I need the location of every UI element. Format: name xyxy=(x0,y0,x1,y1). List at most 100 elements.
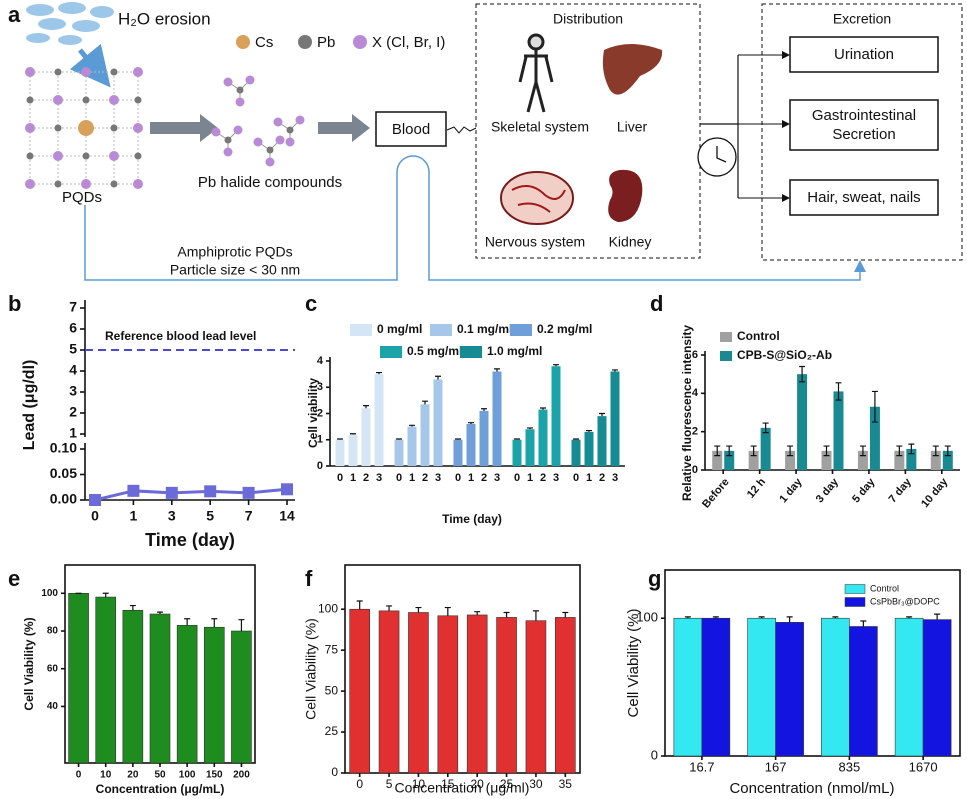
bar xyxy=(701,617,731,757)
error-bar xyxy=(363,405,369,409)
y-tick-label: 6 xyxy=(692,349,698,361)
pb-atom xyxy=(110,124,118,132)
error-bar xyxy=(599,412,605,417)
box xyxy=(789,99,939,151)
x-atom xyxy=(25,67,35,77)
y-tick-label: 100 xyxy=(41,588,58,599)
data-point xyxy=(127,484,140,497)
bar xyxy=(610,371,620,466)
y-tick-label: 0 xyxy=(317,460,323,472)
legend-label: X (Cl, Br, I) xyxy=(372,34,445,51)
bar xyxy=(821,617,850,757)
bar xyxy=(584,431,594,466)
y-tick-label: 4 xyxy=(692,387,699,399)
label: Excretion xyxy=(833,11,891,27)
bar xyxy=(747,617,776,757)
legend-dot xyxy=(353,35,367,49)
error-bar xyxy=(586,429,592,432)
x-atom xyxy=(133,179,143,189)
x-axis-label: Concentration (μg/ml) xyxy=(395,780,530,796)
box xyxy=(789,36,939,73)
label: Particle size < 30 nm xyxy=(170,262,300,278)
label: Skeletal system xyxy=(491,119,589,135)
bar xyxy=(394,439,404,466)
bar xyxy=(922,619,952,757)
x-tick-label: 7 xyxy=(245,508,253,524)
x-atom xyxy=(223,77,233,87)
bar xyxy=(555,617,576,774)
data-point xyxy=(242,486,255,499)
x-axis-label: Time (day) xyxy=(442,512,502,526)
x-atom xyxy=(81,67,91,77)
error-bar xyxy=(356,600,363,610)
distribution-box xyxy=(475,3,701,259)
legend-label: Control xyxy=(870,583,899,593)
box xyxy=(789,179,939,216)
x-tick-label: 2 xyxy=(540,472,546,484)
error-bar xyxy=(337,438,343,440)
pb-atom xyxy=(224,136,232,144)
chart: 0 100 16.7 167 835 1670 Concentration (nmol/mL… xyxy=(625,569,961,797)
bar xyxy=(374,374,384,466)
y-tick-label: 1 xyxy=(317,434,323,446)
y-axis-label: Cell Viability (%) xyxy=(303,618,319,720)
pb-atom xyxy=(82,152,90,160)
x-atom xyxy=(275,135,285,145)
label: Hair, sweat, nails xyxy=(807,189,920,206)
error-bar xyxy=(758,616,765,619)
error-bar xyxy=(573,438,579,440)
x-tick-label: 835 xyxy=(839,759,861,774)
x-atom xyxy=(109,151,119,161)
bar xyxy=(378,610,400,774)
error-bar xyxy=(896,445,903,457)
legend-dot xyxy=(236,35,250,49)
error-bar xyxy=(532,610,539,621)
error-bar xyxy=(859,445,866,457)
error-bar xyxy=(494,368,500,372)
x-tick-label: 10 xyxy=(412,777,426,791)
error-bar xyxy=(835,382,842,401)
x-tick-label: 200 xyxy=(233,770,250,781)
error-bar xyxy=(386,605,393,611)
bar xyxy=(724,450,735,470)
x-tick-label: 2 xyxy=(363,472,369,484)
x-tick-label: 100 xyxy=(179,770,196,781)
plot-frame xyxy=(664,569,961,757)
arrow xyxy=(318,114,370,142)
pb-atom xyxy=(134,96,142,104)
x-atom xyxy=(295,115,305,125)
x-tick-label: 3 day xyxy=(814,475,842,505)
arrow xyxy=(150,114,218,142)
x-tick-label: 3 xyxy=(168,508,176,524)
legend-swatch xyxy=(844,597,866,607)
bar xyxy=(551,366,561,466)
error-bar xyxy=(444,606,451,616)
y-axis-label: Cell Viability (%) xyxy=(625,609,642,718)
x-tick-label: 15 xyxy=(441,777,455,791)
bar xyxy=(775,622,804,757)
legend-swatch xyxy=(844,584,866,594)
pb-atom xyxy=(266,146,274,154)
x-tick-label: 0 xyxy=(76,770,82,781)
x-tick-label: 3 xyxy=(435,472,441,484)
skeleton-icon xyxy=(518,33,554,113)
bar xyxy=(361,408,371,466)
panel-label: c xyxy=(305,291,317,316)
y-tick-label: 1 xyxy=(69,425,77,441)
x-tick-label: 20 xyxy=(471,777,485,791)
y-tick-label: 40 xyxy=(47,701,59,712)
x-tick-label: 10 xyxy=(100,770,112,781)
error-bar xyxy=(376,371,382,375)
error-bar xyxy=(415,606,422,613)
pb-atom xyxy=(26,96,34,104)
pb-atom xyxy=(110,180,118,188)
x-tick-label: 3 xyxy=(376,472,382,484)
panel-label: g xyxy=(648,566,661,591)
x-tick-label: 0 xyxy=(573,472,579,484)
x-tick-label: 20 xyxy=(127,770,139,781)
bar xyxy=(525,429,535,466)
x-atom xyxy=(265,157,275,167)
x-atom xyxy=(235,97,245,107)
label: H₂O erosion xyxy=(118,9,211,28)
